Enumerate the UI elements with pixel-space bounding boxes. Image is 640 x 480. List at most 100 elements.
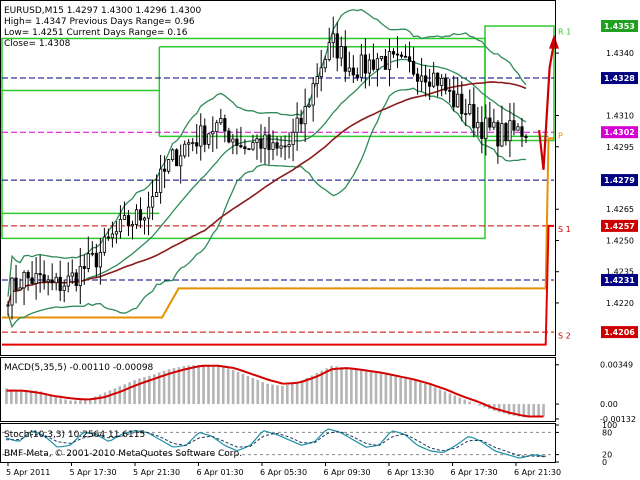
- level-label: S 2: [558, 331, 571, 340]
- macd-bar: [517, 404, 521, 417]
- level-label: P: [558, 131, 563, 140]
- candle: [10, 277, 14, 306]
- candle: [26, 271, 30, 279]
- macd-bar: [281, 385, 284, 405]
- macd-bar: [74, 400, 77, 405]
- level-labels: R 1 P S 1 S 2: [558, 27, 571, 340]
- macd-bar: [478, 404, 481, 406]
- candle: [500, 123, 504, 147]
- macd-bar: [133, 380, 136, 405]
- candle: [287, 144, 291, 148]
- macd-bar: [182, 366, 186, 405]
- macd-bar: [266, 383, 269, 405]
- macd-bar: [148, 375, 151, 405]
- candle: [259, 138, 263, 149]
- candle: [18, 287, 22, 291]
- candle: [255, 138, 259, 143]
- macd-bar: [522, 404, 526, 418]
- macd-bar: [167, 369, 171, 405]
- candle: [247, 148, 251, 151]
- candle: [46, 279, 50, 283]
- macd-bar: [423, 383, 427, 405]
- time-tick-label: 6 Apr 05:30: [260, 468, 307, 477]
- candle: [419, 75, 424, 82]
- macd-bar: [310, 375, 314, 405]
- candle: [118, 218, 123, 233]
- candle: [452, 90, 456, 108]
- candle: [90, 252, 94, 255]
- macd-panel[interactable]: MACD(5,35,5) -0.00110 -0.00098: [4, 363, 545, 418]
- macd-bar: [394, 376, 398, 405]
- candle: [387, 51, 392, 70]
- price-tick-label: 1.4340: [606, 49, 634, 58]
- macd-bar: [443, 391, 447, 405]
- stochastic-panel[interactable]: Stoch(10,3,3) 10.2564 11.6115 BMF-Meta, …: [2, 428, 554, 459]
- candle: [464, 113, 468, 116]
- macd-bar: [177, 367, 181, 405]
- macd-bar: [34, 390, 38, 405]
- price-tag: [601, 174, 638, 187]
- candle: [34, 273, 38, 284]
- candle: [460, 93, 464, 115]
- macd-bar: [98, 394, 102, 405]
- macd-bar: [261, 382, 264, 405]
- candle: [251, 142, 255, 150]
- macd-bar: [512, 404, 516, 416]
- price-tag-label: 1.4206: [604, 328, 635, 337]
- candle: [271, 142, 275, 150]
- macd-bar: [202, 364, 205, 405]
- candle: [142, 217, 147, 221]
- macd-bar: [19, 391, 23, 405]
- candle: [391, 51, 396, 55]
- price-tag: [601, 72, 638, 85]
- macd-bar: [251, 377, 255, 405]
- macd-bar: [276, 385, 279, 405]
- macd-tick-label: -0.00132: [600, 415, 636, 424]
- candle: [379, 55, 384, 60]
- candle: [86, 253, 90, 269]
- candle: [78, 266, 82, 287]
- candle: [22, 271, 26, 289]
- price-tag: [601, 219, 638, 232]
- macd-bar: [162, 370, 166, 405]
- price-tick-label: 1.4295: [606, 143, 634, 152]
- candle: [359, 54, 363, 78]
- symbol-info-line2: High= 1.4347 Previous Days Range= 0.96: [4, 17, 195, 27]
- candle: [424, 75, 428, 83]
- macd-signal-path: [6, 364, 544, 418]
- level-lines: [2, 77, 554, 333]
- candle: [343, 46, 347, 72]
- forecast-arrow-head: [549, 34, 559, 49]
- macd-bar: [157, 372, 161, 405]
- candle: [82, 266, 86, 269]
- macd-bar: [409, 379, 412, 405]
- candle: [187, 142, 191, 145]
- symbol-info: EURUSD,M15 1.4297 1.4300 1.4296 1.4300 H…: [4, 6, 202, 49]
- macd-bar: [143, 377, 146, 405]
- price-axis: 1.43401.43101.42951.42651.42501.42351.42…: [555, 19, 638, 339]
- candle: [66, 275, 70, 287]
- price-panel[interactable]: R 1 P S 1 S 2 EURUSD,M15 1.4297 1.4300 1.42…: [1, 6, 571, 346]
- macd-bar: [497, 404, 501, 413]
- candle: [448, 89, 452, 92]
- candle: [383, 55, 388, 70]
- candle: [496, 121, 500, 147]
- candle: [315, 76, 319, 85]
- price-tick-label: 1.4250: [606, 236, 634, 245]
- macd-bar: [88, 398, 92, 405]
- macd-bar: [335, 366, 338, 405]
- macd-bar: [271, 384, 274, 405]
- candle: [223, 118, 227, 132]
- macd-bar: [236, 371, 240, 405]
- candle: [347, 67, 351, 72]
- macd-bar: [172, 368, 176, 405]
- stochastic-signal-line: [6, 431, 547, 458]
- macd-bar: [502, 404, 506, 414]
- macd-bar: [59, 398, 62, 405]
- macd-readout: MACD(5,35,5) -0.00110 -0.00098: [4, 363, 154, 373]
- macd-bar: [433, 387, 437, 405]
- price-tag-label: 1.4279: [604, 176, 635, 185]
- macd-bar: [399, 377, 402, 405]
